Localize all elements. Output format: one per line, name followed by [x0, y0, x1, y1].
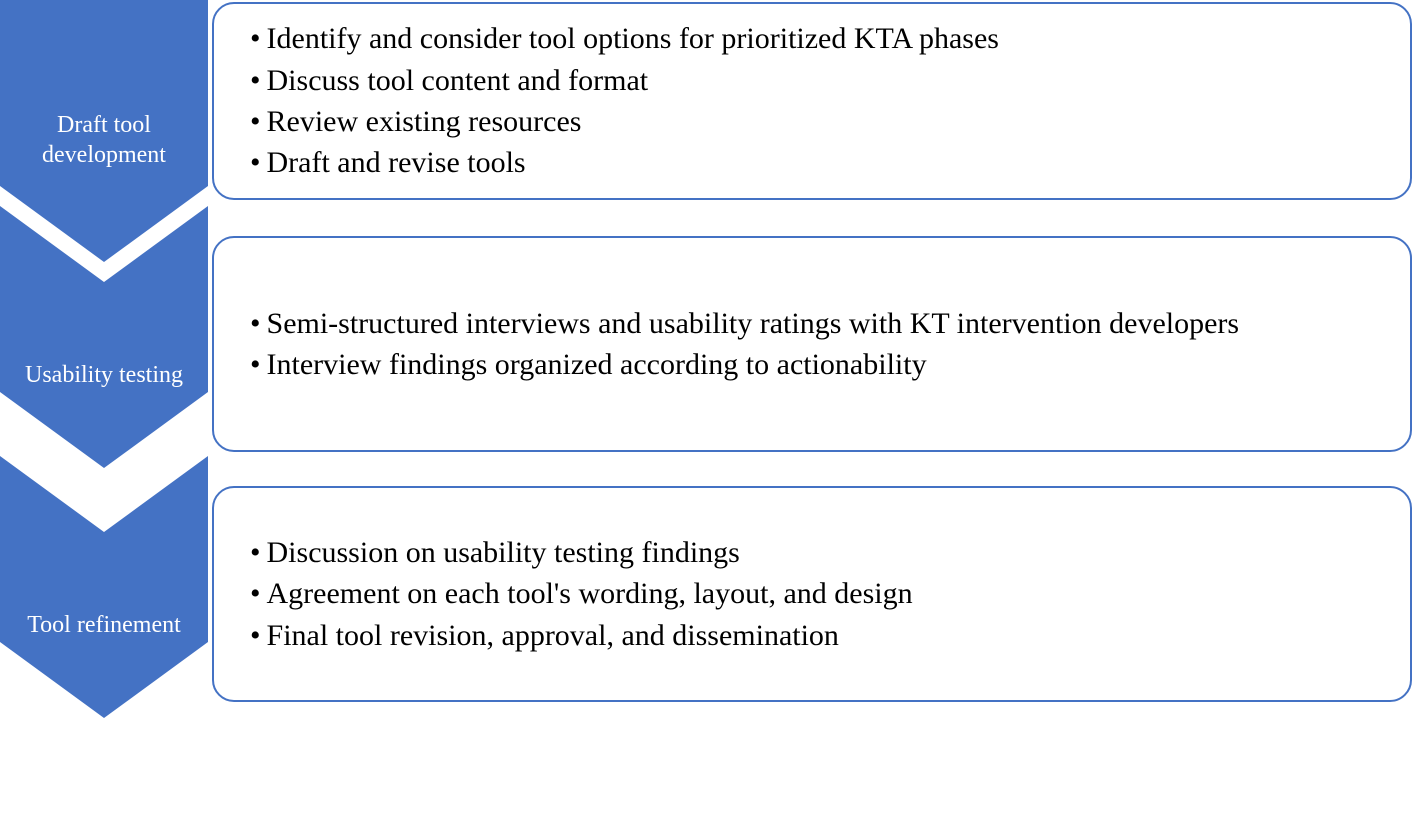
bullet-item: Agreement on each tool's wording, layout… — [250, 573, 1382, 614]
bullet-item: Draft and revise tools — [250, 142, 1382, 183]
chevron-tool-refinement — [0, 456, 208, 723]
bullet-item: Review existing resources — [250, 101, 1382, 142]
bullet-item: Discuss tool content and format — [250, 60, 1382, 101]
stage-tool-refinement: Tool refinement Discussion on usability t… — [0, 456, 1424, 718]
bullet-item: Interview findings organized according t… — [250, 344, 1382, 385]
content-box-tool-refinement: Discussion on usability testing findings… — [212, 486, 1412, 702]
content-box-draft-tool-development: Identify and consider tool options for p… — [212, 2, 1412, 200]
chevron-label-draft-tool-development: Draft tooldevelopment — [0, 110, 208, 170]
bullet-list: Discussion on usability testing findings… — [250, 532, 1382, 656]
bullet-item: Discussion on usability testing findings — [250, 532, 1382, 573]
content-box-usability-testing: Semi-structured interviews and usability… — [212, 236, 1412, 452]
bullet-item: Final tool revision, approval, and disse… — [250, 615, 1382, 656]
chevron-label-tool-refinement: Tool refinement — [0, 610, 208, 640]
chevron-label-usability-testing: Usability testing — [0, 360, 208, 390]
bullet-list: Semi-structured interviews and usability… — [250, 303, 1382, 386]
chevron-usability-testing — [0, 206, 208, 473]
bullet-item: Semi-structured interviews and usability… — [250, 303, 1382, 344]
stage-usability-testing: Usability testing Semi-structured intervi… — [0, 206, 1424, 468]
bullet-list: Identify and consider tool options for p… — [250, 18, 1382, 184]
bullet-item: Identify and consider tool options for p… — [250, 18, 1382, 59]
